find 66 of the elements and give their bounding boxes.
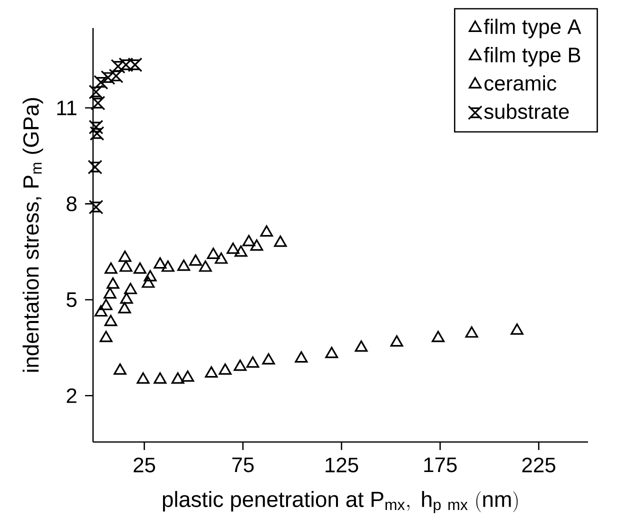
point [88, 200, 104, 214]
point [162, 260, 174, 272]
x-tick-label: 175 [424, 458, 457, 472]
point [104, 287, 116, 299]
point [124, 282, 137, 294]
y-tick-label: 11 [57, 100, 76, 116]
legend-label: substrate [484, 104, 569, 119]
point [234, 360, 247, 371]
x-axis-title: $\mathrm{plastic\ penetration\ at\ P_{mx},\ h_{p\ mx}\ (nm)}$ [162, 491, 518, 514]
point [189, 254, 202, 266]
y-axis-title: indentation stress, P$_{m}$ (GPa) [22, 98, 44, 372]
point [106, 277, 120, 289]
legend-label: film type A [484, 18, 582, 38]
point [88, 120, 104, 134]
point [325, 346, 338, 358]
point [118, 302, 132, 314]
point [154, 372, 167, 384]
point [432, 330, 445, 342]
x-tick-label: 25 [134, 458, 156, 472]
x-tick-label: 225 [522, 458, 556, 472]
point [100, 330, 112, 342]
y-tick-label: 2 [66, 388, 76, 403]
point [274, 236, 287, 247]
point [120, 292, 133, 304]
point [120, 260, 132, 272]
point [510, 323, 524, 335]
legend-label: ceramic [484, 75, 556, 91]
point [134, 262, 146, 274]
point [218, 363, 232, 375]
x-tick-label: 75 [232, 458, 254, 472]
point [206, 248, 220, 260]
point [250, 239, 264, 251]
point [104, 314, 118, 326]
point [154, 257, 167, 269]
point [90, 126, 104, 141]
point [177, 259, 190, 271]
point [226, 242, 240, 254]
point [171, 372, 184, 384]
point [104, 262, 118, 274]
point [142, 276, 155, 288]
y-tick-label: 8 [66, 196, 76, 212]
point [118, 250, 132, 262]
point [114, 363, 126, 375]
point [246, 356, 260, 368]
point [181, 370, 194, 382]
point [136, 372, 150, 384]
point [100, 298, 112, 310]
point [199, 260, 212, 272]
point [390, 335, 404, 347]
point [88, 160, 102, 174]
point [354, 340, 368, 352]
point [144, 270, 157, 282]
legend-label: film type B [484, 47, 580, 67]
point [465, 326, 478, 338]
point [94, 305, 108, 317]
y-tick-label: 5 [66, 292, 77, 308]
point [204, 366, 218, 378]
point [260, 225, 274, 237]
point [234, 245, 248, 257]
point [242, 234, 256, 246]
point [262, 353, 275, 365]
point [88, 84, 104, 100]
x-tick-label: 125 [326, 458, 358, 472]
point [294, 351, 308, 363]
point [214, 252, 228, 264]
point [94, 75, 108, 90]
